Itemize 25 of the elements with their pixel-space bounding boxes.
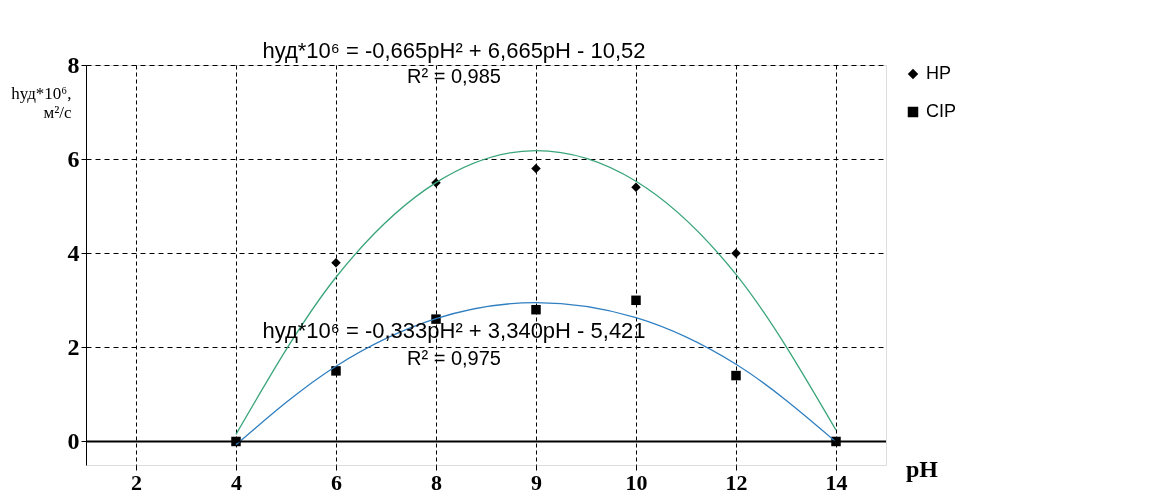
point bbox=[331, 366, 341, 376]
point bbox=[531, 163, 541, 174]
point bbox=[331, 257, 341, 268]
point bbox=[731, 370, 741, 381]
x-tick-label: 9 bbox=[531, 469, 542, 495]
text: hуд*10⁶ = -0,665pH² + 6,665pH - 10,52 bbox=[262, 38, 646, 63]
y-axis-title: hуд*10⁶, м²/с bbox=[11, 83, 72, 122]
y-tick-label: 2 bbox=[67, 333, 80, 360]
y-tick-label: 0 bbox=[67, 427, 80, 454]
x-tick-label: 14 bbox=[825, 469, 848, 495]
x-tick-label: 8 bbox=[431, 469, 442, 495]
x-axis-title: pH bbox=[906, 456, 939, 482]
x-tick-label: 2 bbox=[131, 469, 142, 495]
x-tick-label: 6 bbox=[331, 469, 342, 495]
point bbox=[631, 295, 641, 306]
x-tick-label: 4 bbox=[231, 469, 242, 495]
point bbox=[531, 304, 541, 315]
legend-label: HP bbox=[926, 63, 952, 83]
legend-label: CIP bbox=[926, 101, 957, 121]
x-tick-label: 10 bbox=[625, 469, 648, 495]
x-tick-label: 12 bbox=[725, 469, 748, 495]
y-tick-label: 6 bbox=[67, 145, 80, 172]
y-tick-label: 4 bbox=[67, 239, 80, 266]
y-tick-label: 8 bbox=[67, 51, 80, 78]
point bbox=[631, 182, 641, 193]
